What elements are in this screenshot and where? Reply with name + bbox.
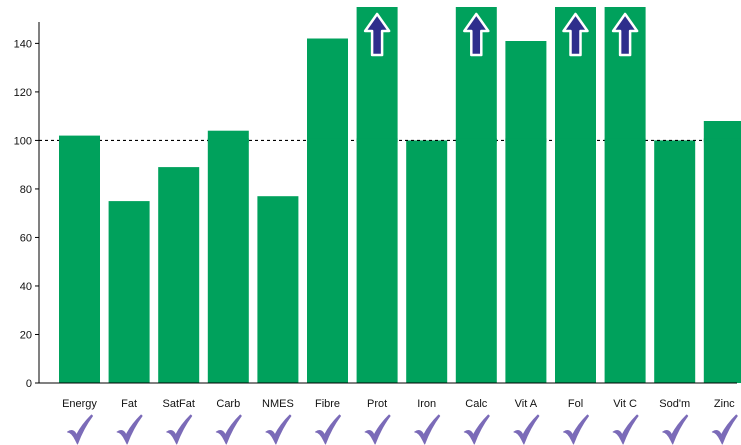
y-axis-ticks: 0 20 40 60 80 100 120 140 [14, 38, 39, 390]
check-icon [166, 414, 193, 445]
y-tick-label: 140 [14, 38, 32, 50]
bar-overlay [703, 138, 741, 143]
bar-satfat [158, 167, 200, 383]
up-arrow-icon [611, 12, 639, 57]
category-label: Energy [62, 398, 97, 410]
check-icon [364, 414, 391, 445]
bar-iron [406, 140, 448, 383]
up-arrow-icon [363, 12, 391, 57]
check-icon [265, 414, 292, 445]
bar-prot [356, 7, 398, 383]
check-icon [315, 414, 341, 445]
check-icon [662, 414, 689, 445]
category-label: Zinc [714, 398, 735, 410]
bar-overlay [505, 138, 547, 143]
y-tick-label: 100 [14, 135, 32, 147]
check-icon [215, 414, 242, 445]
up-arrow-icon [463, 12, 490, 57]
category-label: Sod'm [659, 398, 690, 410]
category-label: Carb [216, 398, 240, 410]
bars [59, 7, 741, 383]
bar-carb [207, 130, 249, 383]
bar-overlay [555, 138, 596, 143]
category-label: SatFat [162, 398, 194, 410]
bar-vit-c [604, 7, 646, 383]
category-label: Calc [465, 398, 488, 410]
check-icon [67, 414, 93, 445]
y-tick-label: 0 [26, 378, 32, 390]
bar-overlay [604, 138, 646, 143]
check-icon [612, 414, 639, 445]
check-icon [513, 414, 540, 445]
bar-vit-a [505, 41, 547, 383]
category-label: NMES [262, 398, 294, 410]
bar-overlay [356, 138, 398, 143]
bar-overlay [59, 138, 100, 143]
category-label: Fat [121, 398, 137, 410]
bar-nmes [257, 196, 299, 383]
bar-overlay [207, 138, 249, 143]
overflow-arrows [363, 12, 639, 57]
y-tick-label: 20 [20, 329, 32, 341]
up-arrow-icon [562, 12, 589, 57]
category-label: Fol [568, 398, 583, 410]
check-icon [563, 414, 589, 445]
y-tick-label: 120 [14, 87, 32, 99]
check-icon [116, 414, 143, 445]
bar-fat [108, 201, 150, 383]
check-icon [711, 414, 738, 445]
category-label: Vit C [613, 398, 637, 410]
x-axis-labels: Energy Fat SatFat Carb NMES Fibre Prot Iron Calc… [62, 398, 735, 410]
bar-energy [59, 135, 100, 383]
bar-fibre [307, 38, 348, 383]
axes [35, 22, 737, 384]
check-icon [414, 414, 441, 445]
y-tick-label: 80 [20, 184, 32, 196]
bar-overlay [455, 138, 497, 143]
category-label: Iron [417, 398, 436, 410]
y-tick-label: 40 [20, 281, 32, 293]
bar-sod-m [654, 140, 696, 383]
reference-layer [39, 138, 741, 143]
bar-calc [455, 7, 497, 383]
check-icon [463, 414, 490, 445]
category-label: Fibre [315, 398, 340, 410]
bar-overlay [307, 138, 348, 143]
bar-zinc [703, 121, 741, 383]
category-label: Vit A [515, 398, 538, 410]
check-marks [67, 414, 738, 445]
y-tick-label: 60 [20, 232, 32, 244]
bar-fol [555, 7, 596, 383]
category-label: Prot [367, 398, 387, 410]
